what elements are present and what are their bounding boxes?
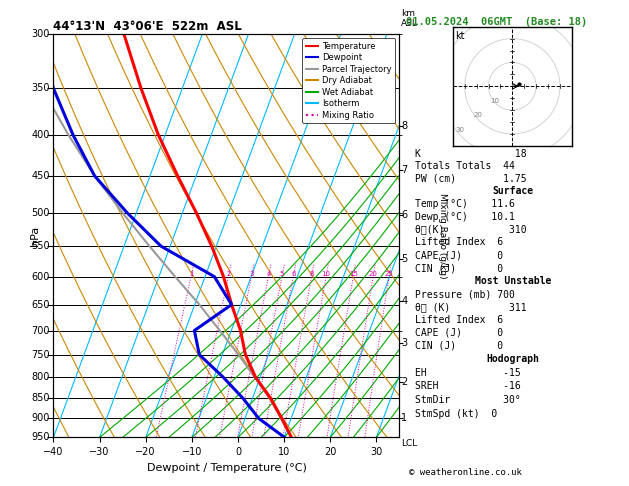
Text: 300: 300 bbox=[31, 29, 50, 39]
Text: 5: 5 bbox=[280, 271, 284, 277]
Text: 500: 500 bbox=[31, 208, 50, 218]
Text: 400: 400 bbox=[31, 130, 50, 139]
Text: Hodograph: Hodograph bbox=[487, 354, 540, 364]
Text: 700: 700 bbox=[31, 326, 50, 335]
Text: CIN (J)       0: CIN (J) 0 bbox=[416, 263, 504, 273]
Text: CAPE (J)      0: CAPE (J) 0 bbox=[416, 328, 504, 338]
Text: 8: 8 bbox=[309, 271, 314, 277]
Text: 900: 900 bbox=[31, 414, 50, 423]
Text: K                18: K 18 bbox=[416, 149, 527, 159]
Text: 20: 20 bbox=[369, 271, 377, 277]
Y-axis label: hPa: hPa bbox=[30, 226, 40, 246]
Text: 20: 20 bbox=[473, 112, 482, 119]
Text: 44°13'N  43°06'E  522m  ASL: 44°13'N 43°06'E 522m ASL bbox=[53, 20, 242, 33]
Text: 650: 650 bbox=[31, 299, 50, 310]
Text: 4: 4 bbox=[401, 296, 407, 306]
Text: 350: 350 bbox=[31, 83, 50, 93]
Text: 10: 10 bbox=[321, 271, 330, 277]
Text: 7: 7 bbox=[401, 165, 408, 175]
Text: LCL: LCL bbox=[401, 439, 418, 449]
Text: Surface: Surface bbox=[493, 186, 534, 196]
Text: 1: 1 bbox=[189, 271, 193, 277]
Text: 3: 3 bbox=[249, 271, 253, 277]
Text: 2: 2 bbox=[226, 271, 230, 277]
Text: 25: 25 bbox=[384, 271, 393, 277]
Text: 750: 750 bbox=[31, 349, 50, 360]
Text: Lifted Index  6: Lifted Index 6 bbox=[416, 238, 504, 247]
Text: 950: 950 bbox=[31, 433, 50, 442]
Text: Most Unstable: Most Unstable bbox=[475, 276, 552, 286]
Y-axis label: Mixing Ratio (g/kg): Mixing Ratio (g/kg) bbox=[438, 193, 447, 278]
Text: CAPE (J)      0: CAPE (J) 0 bbox=[416, 250, 504, 260]
Text: 6: 6 bbox=[401, 210, 407, 220]
Text: 600: 600 bbox=[31, 272, 50, 281]
Text: PW (cm)        1.75: PW (cm) 1.75 bbox=[416, 174, 527, 184]
X-axis label: Dewpoint / Temperature (°C): Dewpoint / Temperature (°C) bbox=[147, 463, 306, 473]
Text: 6: 6 bbox=[291, 271, 296, 277]
Text: kt: kt bbox=[455, 32, 465, 41]
Text: 30: 30 bbox=[456, 127, 465, 133]
Text: 4: 4 bbox=[266, 271, 270, 277]
Text: θᴄ (K)          311: θᴄ (K) 311 bbox=[416, 302, 527, 312]
Text: 5: 5 bbox=[401, 254, 408, 263]
Text: SREH           -16: SREH -16 bbox=[416, 382, 521, 391]
Text: Temp (°C)    11.6: Temp (°C) 11.6 bbox=[416, 199, 515, 209]
Text: 3: 3 bbox=[401, 338, 407, 348]
Text: km
ASL: km ASL bbox=[401, 9, 418, 28]
Text: 10: 10 bbox=[491, 98, 499, 104]
Text: EH             -15: EH -15 bbox=[416, 368, 521, 378]
Text: 8: 8 bbox=[401, 121, 407, 131]
Text: 550: 550 bbox=[31, 241, 50, 251]
Text: Dewp (°C)    10.1: Dewp (°C) 10.1 bbox=[416, 212, 515, 222]
Text: 450: 450 bbox=[31, 171, 50, 181]
Text: 2: 2 bbox=[401, 377, 408, 386]
Text: 850: 850 bbox=[31, 394, 50, 403]
Text: StmSpd (kt)  0: StmSpd (kt) 0 bbox=[416, 409, 498, 418]
Text: θᴄ(K)           310: θᴄ(K) 310 bbox=[416, 225, 527, 235]
Text: 800: 800 bbox=[31, 372, 50, 382]
Text: Totals Totals  44: Totals Totals 44 bbox=[416, 161, 515, 172]
Text: 1: 1 bbox=[401, 414, 407, 423]
Text: © weatheronline.co.uk: © weatheronline.co.uk bbox=[409, 468, 521, 477]
Legend: Temperature, Dewpoint, Parcel Trajectory, Dry Adiabat, Wet Adiabat, Isotherm, Mi: Temperature, Dewpoint, Parcel Trajectory… bbox=[303, 38, 395, 123]
Text: CIN (J)       0: CIN (J) 0 bbox=[416, 341, 504, 351]
Text: Pressure (mb) 700: Pressure (mb) 700 bbox=[416, 289, 515, 299]
Text: Lifted Index  6: Lifted Index 6 bbox=[416, 315, 504, 325]
Text: StmDir         30°: StmDir 30° bbox=[416, 395, 521, 405]
Text: 01.05.2024  06GMT  (Base: 18): 01.05.2024 06GMT (Base: 18) bbox=[406, 17, 587, 27]
Text: 15: 15 bbox=[349, 271, 358, 277]
